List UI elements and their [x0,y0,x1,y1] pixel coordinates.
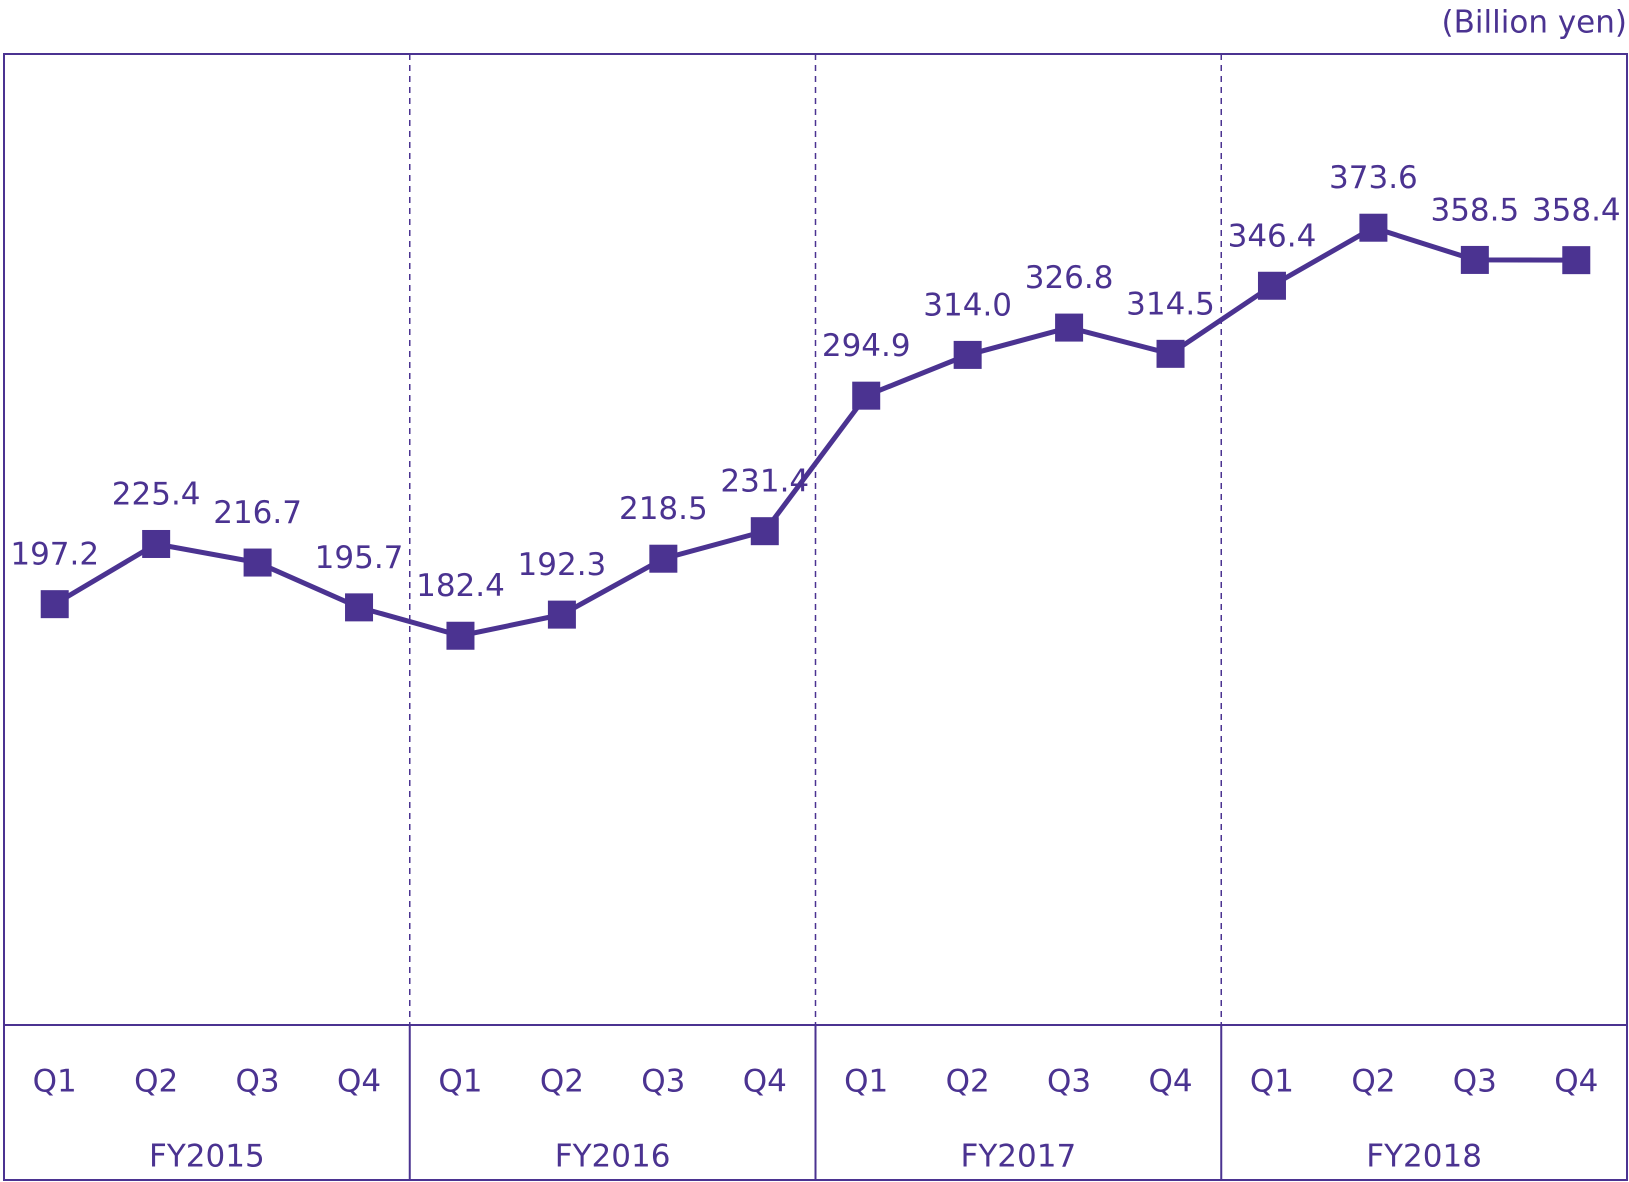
x-tick-label: Q1 [438,1064,482,1100]
group-label: FY2018 [1366,1139,1482,1175]
data-point [547,600,576,629]
data-label: 326.8 [1025,260,1114,296]
data-point [1359,213,1388,242]
data-point [1055,313,1084,342]
group-label: FY2015 [149,1139,265,1175]
x-tick-label: Q4 [337,1064,381,1100]
x-tick-label: Q3 [1453,1064,1497,1100]
x-tick-label: Q2 [1351,1064,1395,1100]
data-label: 346.4 [1228,218,1317,254]
data-point [345,593,374,622]
x-tick-label: Q4 [743,1064,787,1100]
x-tick-label: Q2 [134,1064,178,1100]
data-point [243,548,272,577]
group-label: FY2017 [961,1139,1077,1175]
data-label: 231.4 [720,464,809,500]
data-label: 314.0 [923,287,1012,323]
unit-label: (Billion yen) [1442,5,1627,41]
data-point [1156,339,1185,368]
data-label: 182.4 [416,568,505,604]
data-label: 192.3 [518,547,607,583]
data-point [40,590,69,619]
data-label: 216.7 [213,495,302,531]
data-point [1562,246,1591,275]
x-tick-label: Q4 [1148,1064,1192,1100]
x-tick-label: Q3 [1047,1064,1091,1100]
data-label: 294.9 [822,328,911,364]
data-label: 218.5 [619,491,708,527]
group-label: FY2016 [555,1139,671,1175]
data-point [446,621,475,650]
data-point [142,529,171,558]
data-point [1257,271,1286,300]
data-label: 358.5 [1430,192,1519,228]
x-tick-label: Q1 [844,1064,888,1100]
data-point [953,340,982,369]
x-tick-label: Q2 [540,1064,584,1100]
data-label: 197.2 [10,537,99,573]
data-line [53,224,1577,639]
data-point [852,381,881,410]
data-label: 358.4 [1532,193,1621,229]
x-tick-label: Q1 [33,1064,77,1100]
data-point [750,517,779,546]
x-tick-label: Q3 [236,1064,280,1100]
x-tick-label: Q4 [1554,1064,1598,1100]
data-point [649,544,678,573]
data-label: 195.7 [315,540,404,576]
x-tick-label: Q3 [641,1064,685,1100]
data-label: 225.4 [112,476,201,512]
x-tick-label: Q2 [946,1064,990,1100]
data-label: 373.6 [1329,160,1418,196]
data-label: 314.5 [1126,286,1215,322]
x-tick-label: Q1 [1250,1064,1294,1100]
data-point [1460,245,1489,274]
